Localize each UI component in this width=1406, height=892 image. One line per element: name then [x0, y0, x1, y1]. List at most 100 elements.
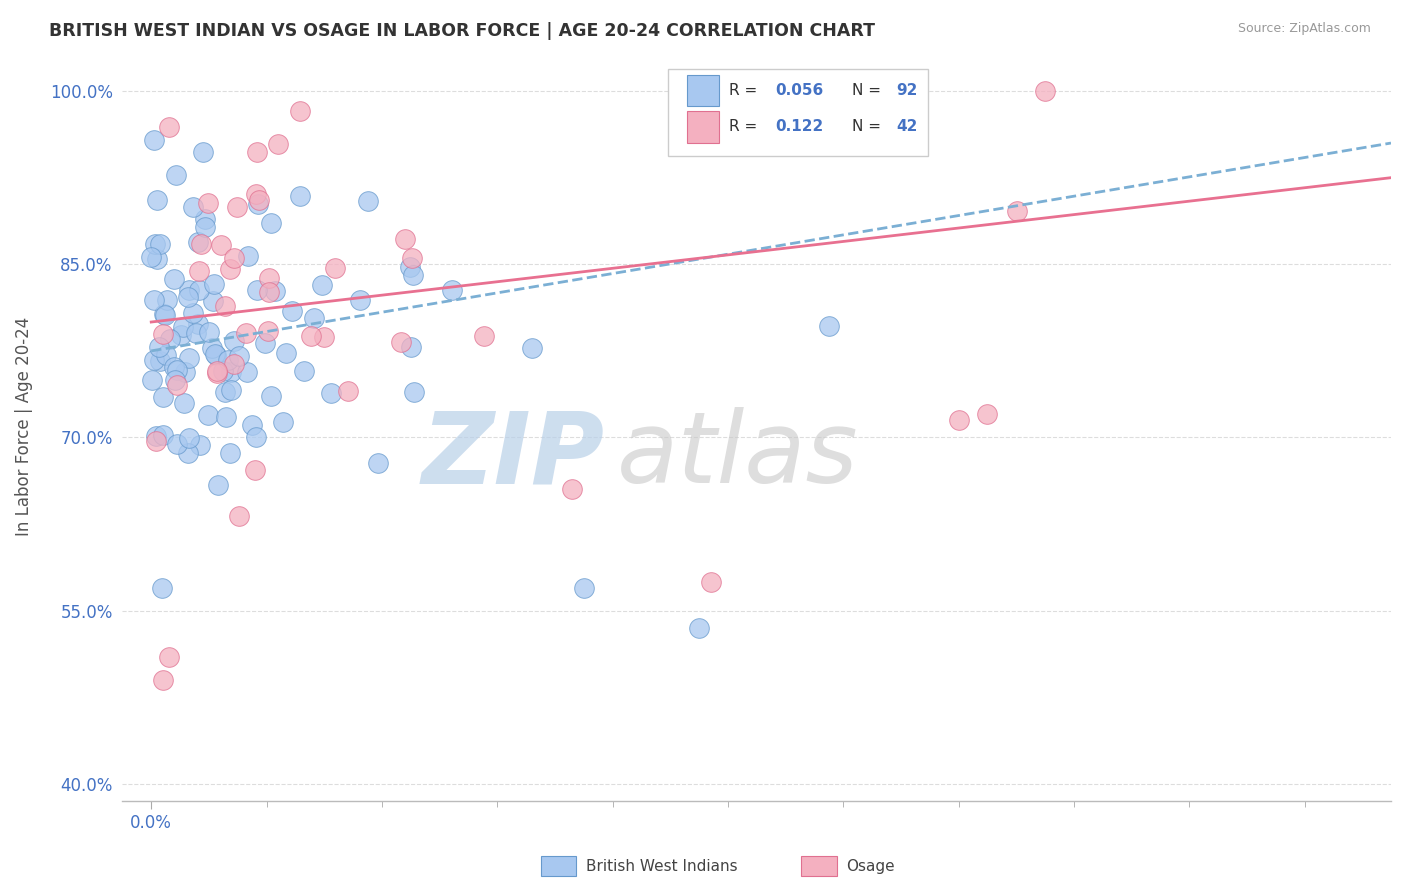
Point [311, 277, 333, 292]
Point [356, 194, 378, 208]
Point [367, 456, 389, 470]
Point [194, 212, 217, 227]
Point [323, 260, 346, 275]
Text: R =: R = [728, 120, 762, 135]
Point [159, 332, 181, 346]
Point [143, 353, 166, 368]
Point [173, 365, 195, 379]
Point [204, 347, 226, 361]
Point [177, 445, 200, 459]
Point [976, 408, 998, 422]
Point [190, 237, 212, 252]
Point [163, 373, 186, 387]
Point [394, 232, 416, 246]
Point [181, 305, 204, 319]
Point [166, 437, 188, 451]
Point [184, 326, 207, 340]
Point [238, 249, 260, 263]
FancyBboxPatch shape [668, 70, 928, 156]
Point [177, 283, 200, 297]
Text: R =: R = [728, 83, 762, 98]
Point [156, 293, 179, 308]
Text: N =: N = [852, 83, 886, 98]
Point [179, 351, 201, 365]
Point [201, 293, 224, 308]
Point [163, 272, 186, 286]
Text: N =: N = [852, 120, 886, 135]
Point [259, 271, 281, 285]
Point [214, 385, 236, 400]
Point [149, 353, 172, 368]
Point [207, 478, 229, 492]
Point [401, 251, 423, 265]
Point [247, 193, 270, 207]
Point [149, 237, 172, 252]
Point [349, 293, 371, 307]
Point [209, 238, 232, 252]
Point [228, 509, 250, 524]
Point [235, 326, 257, 340]
Point [699, 574, 721, 589]
Point [321, 386, 343, 401]
Point [152, 307, 174, 321]
Text: British West Indians: British West Indians [586, 859, 738, 873]
Point [222, 251, 245, 265]
Point [218, 446, 240, 460]
Point [281, 303, 304, 318]
Point [148, 340, 170, 354]
Point [271, 415, 294, 429]
Point [561, 483, 583, 497]
Point [188, 283, 211, 297]
Point [259, 285, 281, 300]
Point [146, 193, 169, 207]
Point [194, 220, 217, 235]
Point [1007, 203, 1029, 218]
Point [177, 431, 200, 445]
Point [247, 196, 270, 211]
Point [228, 349, 250, 363]
Point [472, 329, 495, 343]
Point [145, 428, 167, 442]
Point [391, 334, 413, 349]
Point [402, 268, 425, 283]
Point [242, 417, 264, 432]
Point [197, 408, 219, 422]
Point [1033, 84, 1056, 98]
Point [522, 341, 544, 355]
Point [150, 582, 173, 596]
Point [215, 409, 238, 424]
Point [205, 366, 228, 380]
Point [219, 261, 242, 276]
Point [191, 145, 214, 159]
Text: 42: 42 [896, 120, 918, 135]
Point [253, 336, 276, 351]
Text: BRITISH WEST INDIAN VS OSAGE IN LABOR FORCE | AGE 20-24 CORRELATION CHART: BRITISH WEST INDIAN VS OSAGE IN LABOR FO… [49, 22, 875, 40]
Point [337, 384, 360, 399]
Bar [688, 111, 718, 143]
Point [166, 378, 188, 392]
Point [146, 252, 169, 266]
Text: 0.056: 0.056 [776, 83, 824, 98]
Point [217, 352, 239, 367]
Text: Osage: Osage [846, 859, 896, 873]
Point [155, 348, 177, 362]
Point [155, 308, 177, 322]
Bar [688, 75, 718, 106]
Text: Source: ZipAtlas.com: Source: ZipAtlas.com [1237, 22, 1371, 36]
Point [181, 201, 204, 215]
Point [197, 196, 219, 211]
Point [245, 430, 267, 444]
Point [188, 438, 211, 452]
Text: 0.122: 0.122 [776, 120, 824, 135]
Text: atlas: atlas [617, 408, 859, 505]
Point [205, 348, 228, 362]
Point [187, 235, 209, 250]
Point [187, 317, 209, 331]
Point [225, 200, 247, 214]
Point [202, 277, 225, 292]
Point [236, 365, 259, 379]
Text: 92: 92 [896, 83, 918, 98]
Point [260, 388, 283, 402]
Point [142, 293, 165, 307]
Point [288, 189, 311, 203]
